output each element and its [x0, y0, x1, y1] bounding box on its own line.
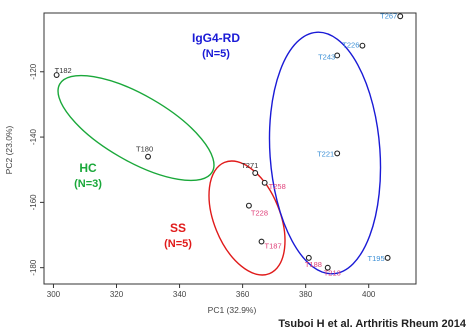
- data-point-t188: [305, 254, 312, 261]
- data-point-t258: [261, 179, 268, 186]
- y-axis-ticks: -180 -160 -140 -120: [29, 63, 44, 276]
- point-label-t226: T226: [342, 41, 359, 50]
- data-point-t267: [397, 13, 404, 20]
- x-axis-label: PC1 (32.9%): [208, 305, 257, 315]
- data-point-t243: [334, 52, 341, 59]
- y-tick-label: -180: [29, 259, 38, 276]
- point-label-t195: T195: [368, 254, 385, 263]
- data-point-t221: [334, 150, 341, 157]
- data-point-t182: [53, 72, 60, 78]
- data-point-t195: [384, 254, 391, 261]
- point-label-t267: T267: [380, 11, 397, 20]
- y-tick-label: -140: [29, 129, 38, 146]
- point-label-t258: T258: [269, 182, 286, 191]
- group-n-ss: (N=5): [164, 238, 192, 250]
- point-label-t213: T213: [324, 269, 341, 278]
- point-label-t182: T182: [55, 66, 72, 75]
- group-n-igg4rd: (N=5): [202, 48, 230, 60]
- data-point-t180: [145, 153, 151, 160]
- x-axis-ticks: 300 320 340 360 380 400: [47, 284, 376, 299]
- y-tick-label: -120: [29, 63, 38, 80]
- group-label-ss: SS: [170, 221, 186, 235]
- point-label-t228: T228: [251, 209, 268, 218]
- point-label-t187: T187: [265, 242, 282, 251]
- x-tick-label: 380: [299, 290, 313, 299]
- y-axis-label: PC2 (23.0%): [4, 126, 14, 175]
- plot-frame: [43, 12, 417, 285]
- data-point-t213: [324, 264, 331, 271]
- x-tick-label: 360: [236, 290, 250, 299]
- ss-group-ellipse: [208, 160, 286, 276]
- group-label-hc: HC: [79, 161, 97, 175]
- group-n-hc: (N=3): [74, 178, 102, 190]
- point-label-t180: T180: [136, 145, 153, 154]
- y-tick-label: -160: [29, 194, 38, 211]
- data-point-t228: [245, 202, 252, 209]
- point-label-t188: T188: [305, 260, 322, 269]
- point-label-t271: T271: [241, 161, 258, 170]
- group-label-igg4rd: IgG4-RD: [192, 31, 240, 45]
- citation: Tsuboi H et al. Arthritis Rheum 2014: [278, 318, 466, 330]
- hc-group-ellipse: [57, 74, 215, 182]
- point-label-t221: T221: [317, 149, 334, 158]
- point-label-t243: T243: [318, 52, 335, 61]
- x-tick-label: 340: [173, 290, 187, 299]
- x-tick-label: 300: [47, 290, 61, 299]
- data-point-t187: [258, 238, 265, 245]
- x-tick-label: 320: [110, 290, 124, 299]
- igg4rd-group-ellipse: [268, 31, 382, 275]
- data-point-t271: [252, 170, 259, 176]
- data-point-t226: [359, 42, 366, 49]
- x-tick-label: 400: [362, 290, 376, 299]
